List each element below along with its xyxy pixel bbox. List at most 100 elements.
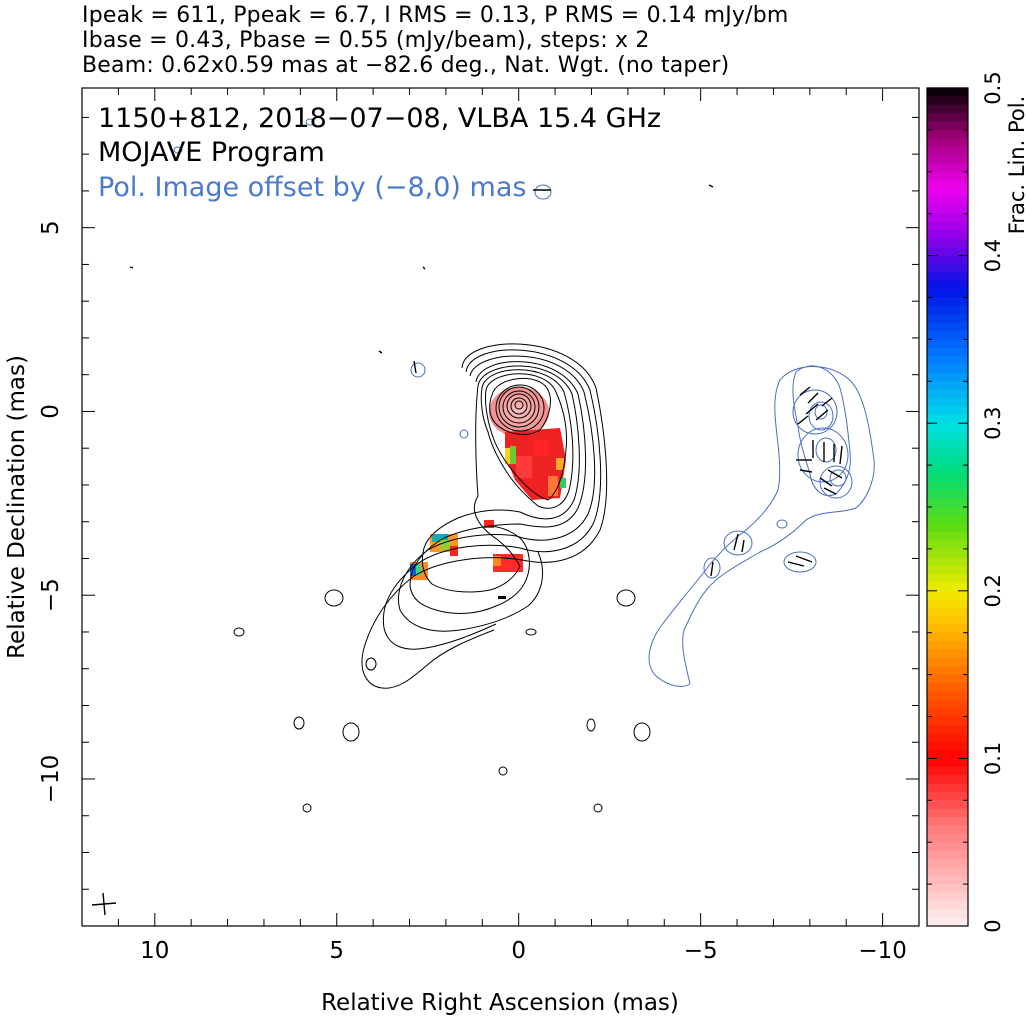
colorbar-band [927, 849, 968, 859]
colorbar-band [927, 154, 968, 164]
colorbar-band [927, 674, 968, 683]
x-tick-label: 0 [511, 938, 526, 964]
pol-offset-annotation: Pol. Image offset by (−8,0) mas [98, 172, 526, 203]
colorbar-band [927, 137, 968, 147]
colorbar-band [927, 313, 968, 323]
x-axis-label: Relative Right Ascension (mas) [321, 990, 679, 1016]
colorbar-band [927, 565, 968, 575]
colorbar-band [927, 296, 968, 306]
colorbar-band [927, 791, 968, 801]
colorbar-band [927, 112, 968, 122]
colorbar-band [927, 749, 968, 759]
colorbar-band [927, 472, 968, 482]
colorbar: 0 0.1 0.2 0.3 0.4 0.5 [927, 71, 1005, 933]
colorbar-band [927, 179, 968, 189]
colorbar-band [927, 481, 968, 491]
colorbar-band [927, 129, 968, 139]
colorbar-band [927, 305, 968, 315]
colorbar-band [927, 372, 968, 382]
colorbar-band [927, 556, 968, 566]
colorbar-band [927, 405, 968, 415]
colorbar-band [927, 640, 968, 650]
colorbar-band [927, 330, 968, 340]
colorbar-band [927, 757, 968, 767]
colorbar-tick-label: 0.1 [981, 742, 1005, 775]
header-line-3: Beam: 0.62x0.59 mas at −82.6 deg., Nat. … [82, 53, 730, 78]
colorbar-band [927, 280, 968, 290]
colorbar-band [927, 414, 968, 424]
colorbar-band [927, 900, 968, 910]
colorbar-band [927, 632, 968, 642]
colorbar-band [927, 338, 968, 348]
colorbar-band [927, 447, 968, 457]
colorbar-band [927, 498, 968, 507]
colorbar-band [927, 858, 968, 868]
colorbar-band [927, 171, 968, 181]
colorbar-band [927, 657, 968, 667]
intensity-contours [233, 343, 651, 813]
colorbar-band [927, 347, 968, 357]
colorbar-band [927, 665, 968, 675]
x-tick-label: 10 [140, 938, 169, 964]
colorbar-band [927, 841, 968, 851]
colorbar-band [927, 824, 968, 834]
colorbar-band [927, 774, 968, 784]
colorbar-band [927, 380, 968, 390]
evpa-vectors [129, 184, 843, 577]
header-line-2: Ibase = 0.43, Pbase = 0.55 (mJy/beam), s… [82, 28, 650, 53]
colorbar-band [927, 883, 968, 893]
colorbar-band [927, 146, 968, 156]
plot-frame [81, 87, 920, 927]
colorbar-band [927, 908, 968, 918]
pol-contours [173, 118, 875, 687]
colorbar-frame [926, 87, 969, 927]
colorbar-band [927, 682, 968, 692]
colorbar-band [927, 213, 968, 223]
colorbar-band [927, 808, 968, 818]
colorbar-band [927, 288, 968, 298]
colorbar-band [927, 389, 968, 399]
colorbar-band [927, 531, 968, 541]
colorbar-band [927, 221, 968, 231]
colorbar-band [927, 514, 968, 524]
colorbar-band [927, 573, 968, 583]
colorbar-band [927, 648, 968, 658]
colorbar-tick-label: 0.5 [981, 71, 1005, 104]
x-tick-label: −5 [684, 938, 718, 964]
colorbar-band [927, 715, 968, 725]
colorbar-tick-label: 0.2 [981, 574, 1005, 607]
header-line-1: Ipeak = 611, Ppeak = 6.7, I RMS = 0.13, … [82, 3, 789, 28]
colorbar-band [927, 187, 968, 197]
colorbar-band [927, 489, 968, 499]
colorbar-band [927, 623, 968, 633]
colorbar-band [927, 355, 968, 365]
colorbar-band [927, 917, 968, 926]
colorbar-band [927, 615, 968, 625]
colorbar-band [927, 707, 968, 717]
colorbar-band [927, 456, 968, 466]
colorbar-band [927, 422, 968, 432]
colorbar-band [927, 104, 968, 114]
y-tick-label: −5 [38, 578, 64, 612]
colorbar-band [927, 866, 968, 876]
colorbar-band [927, 95, 968, 105]
colorbar-band [927, 539, 968, 549]
colorbar-band [927, 506, 968, 516]
colorbar-band [927, 397, 968, 407]
y-tick-label: −10 [38, 755, 64, 804]
y-tick-label: 0 [38, 404, 64, 419]
colorbar-band [927, 162, 968, 172]
colorbar-band [927, 699, 968, 709]
plot-area: 1150+812, 2018−07−08, VLBA 15.4 GHz MOJA… [91, 103, 875, 916]
colorbar-band [927, 464, 968, 474]
axis-ticks [81, 88, 920, 927]
axis-tick-labels: 10 5 0 −5 −10 5 0 −5 −10 [38, 220, 907, 964]
colorbar-tick-label: 0.3 [981, 406, 1005, 439]
colorbar-band [927, 439, 968, 449]
colorbar-band [927, 548, 968, 558]
colorbar-band [927, 598, 968, 608]
colorbar-band [927, 799, 968, 809]
colorbar-band [927, 606, 968, 616]
x-tick-label: −10 [858, 938, 907, 964]
